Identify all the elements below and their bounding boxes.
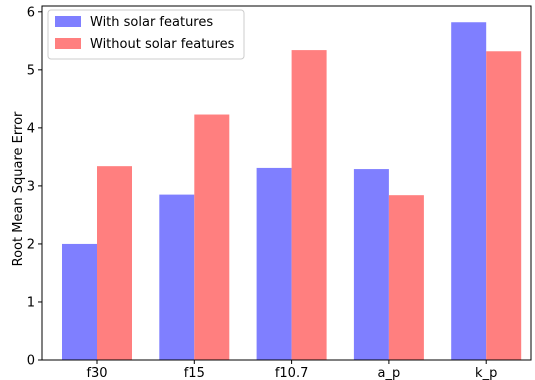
y-tick-label: 0 [27, 354, 35, 369]
y-axis-title: Root Mean Square Error [11, 111, 26, 266]
bar-without-f30 [97, 166, 132, 360]
x-axis-ticks: f30 f15 f10.7 a_p k_p [86, 360, 497, 380]
y-tick-label: 1 [27, 295, 35, 310]
y-tick-label: 3 [27, 179, 35, 194]
legend-swatch [55, 16, 81, 27]
bar-with-f30 [62, 243, 97, 360]
x-tick-label: f15 [184, 366, 205, 380]
bars-group [62, 22, 522, 361]
bar-with-f107 [256, 167, 292, 360]
bar-without-f15 [194, 114, 230, 361]
plot-frame [41, 5, 532, 361]
legend-label: Without solar features [90, 37, 235, 52]
x-tick-label: f30 [86, 366, 107, 380]
y-tick-label: 5 [27, 63, 35, 78]
bar-without-f107 [291, 50, 327, 360]
bar-with-f15 [159, 194, 195, 360]
bar-with-ap [353, 169, 389, 360]
legend-box [47, 9, 245, 60]
legend-label: With solar features [90, 15, 213, 30]
x-tick-label: k_p [475, 366, 497, 380]
bar-with-kp [451, 22, 487, 361]
y-tick-label: 4 [27, 121, 35, 136]
x-tick-label: a_p [378, 366, 401, 380]
bar-without-kp [486, 51, 522, 361]
x-tick-label: f10.7 [275, 366, 309, 380]
legend: With solar features Without solar feature… [47, 9, 245, 60]
y-axis-ticks: 0 1 2 3 4 5 6 [27, 5, 42, 369]
legend-swatch [55, 38, 81, 49]
y-tick-label: 6 [27, 5, 35, 20]
bar-without-ap [388, 195, 424, 360]
y-tick-label: 2 [27, 237, 35, 252]
